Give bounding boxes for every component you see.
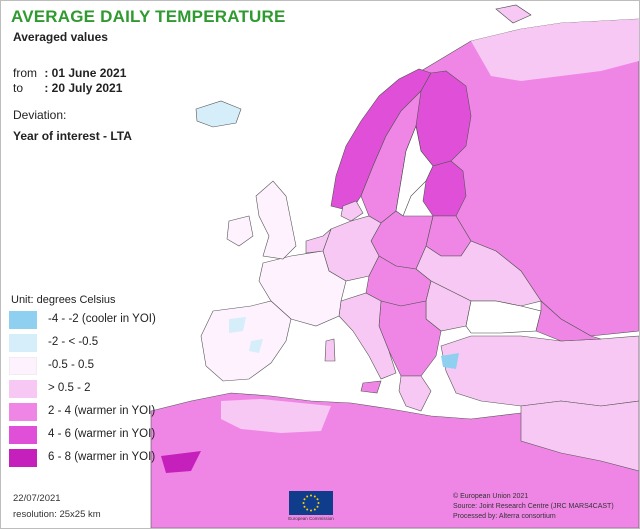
period-from-label: from [13,66,37,80]
region-arctic-islands [495,4,532,24]
region-iberia [200,300,292,382]
credit-line: © European Union 2021 [453,493,529,500]
legend-item: -4 - -2 (cooler in YOI) [9,311,189,329]
region-balkan-cool [441,353,459,369]
credit-line: Processed by: Alterra consortium [453,513,556,520]
region-great-britain [255,180,297,260]
deviation-value: Year of interest - LTA [13,129,132,143]
credits: © European Union 2021 Source: Joint Rese… [453,492,614,522]
region-iberia-cool-1 [229,317,246,333]
region-italy [338,292,397,380]
legend-label: -2 - < -0.5 [48,336,99,348]
legend-swatch [9,357,37,375]
period-to: to : 20 July 2021 [13,81,122,95]
eu-flag-icon [289,491,333,515]
region-caucasus [535,300,602,342]
map-title: AVERAGE DAILY TEMPERATURE [11,7,286,26]
legend-item: -0.5 - 0.5 [9,357,189,375]
legend-item: 2 - 4 (warmer in YOI) [9,403,189,421]
region-denmark [340,200,364,222]
footer-resolution: resolution: 25x25 km [13,509,101,520]
legend-label: -4 - -2 (cooler in YOI) [48,313,156,325]
period-to-label: to [13,81,24,95]
legend-label: -0.5 - 0.5 [48,359,95,371]
legend-label: 4 - 6 (warmer in YOI) [48,428,156,440]
region-sardinia [324,338,336,362]
region-ireland [226,215,254,247]
period-to-value: : 20 July 2021 [44,81,123,95]
legend-swatch [9,426,37,444]
region-north-russia [471,19,639,81]
european-commission-logo: European Commission [285,489,337,525]
legend-item: -2 - < -0.5 [9,334,189,352]
legend-label: > 0.5 - 2 [48,382,91,394]
deviation-label: Deviation: [13,108,67,122]
eu-org-name: European Commission [288,516,334,521]
region-turkey [440,335,639,407]
legend-swatch [9,311,37,329]
region-africa-hot [161,451,201,473]
credit-line: Source: Joint Research Centre (JRC MARS4… [453,503,614,510]
legend-swatch [9,449,37,467]
legend-swatch [9,334,37,352]
legend-item: > 0.5 - 2 [9,380,189,398]
region-north-africa-pale [221,399,331,433]
legend-swatch [9,403,37,421]
region-sicily [360,380,382,394]
footer-date: 22/07/2021 [13,493,61,504]
black-sea [465,300,542,334]
period-from: from : 01 June 2021 [13,66,126,80]
region-greece [398,375,432,412]
legend-swatch [9,380,37,398]
legend-unit: Unit: degrees Celsius [11,294,116,306]
legend-item: 6 - 8 (warmer in YOI) [9,449,189,467]
map-subtitle: Averaged values [13,30,108,44]
region-benelux [305,228,332,254]
region-iberia-cool-2 [249,339,263,353]
region-iceland [195,100,242,128]
legend-label: 2 - 4 (warmer in YOI) [48,405,156,417]
region-baltics [422,160,467,217]
legend-label: 6 - 8 (warmer in YOI) [48,451,156,463]
legend-item: 4 - 6 (warmer in YOI) [9,426,189,444]
region-middle-east [520,400,639,472]
period-from-value: : 01 June 2021 [44,66,127,80]
